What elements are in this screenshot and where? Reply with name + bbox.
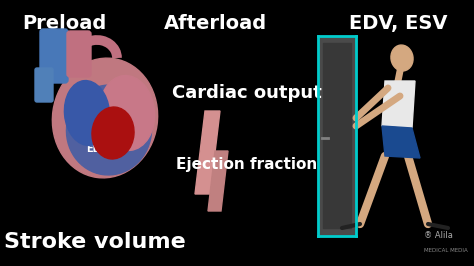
Ellipse shape: [64, 81, 109, 146]
Ellipse shape: [66, 85, 152, 175]
Text: ® Alila: ® Alila: [424, 231, 453, 240]
Polygon shape: [208, 151, 228, 211]
Text: Ejection fraction: Ejection fraction: [176, 157, 317, 172]
Polygon shape: [382, 126, 420, 158]
Text: MEDICAL MEDIA: MEDICAL MEDIA: [424, 248, 468, 252]
Text: EDV, ESV: EDV, ESV: [349, 14, 447, 34]
Polygon shape: [382, 81, 415, 128]
FancyBboxPatch shape: [35, 68, 53, 102]
Text: Afterload: Afterload: [164, 14, 267, 34]
Ellipse shape: [100, 76, 155, 151]
FancyBboxPatch shape: [40, 29, 68, 83]
FancyBboxPatch shape: [67, 31, 91, 77]
Ellipse shape: [391, 45, 413, 71]
Text: Preload: Preload: [22, 14, 106, 34]
Text: Stroke volume: Stroke volume: [4, 232, 186, 252]
FancyBboxPatch shape: [318, 36, 356, 236]
Text: EDV: EDV: [86, 144, 108, 154]
Polygon shape: [195, 111, 220, 194]
Text: Cardiac output: Cardiac output: [172, 84, 321, 102]
Ellipse shape: [52, 58, 158, 178]
Ellipse shape: [92, 107, 134, 159]
FancyBboxPatch shape: [323, 43, 351, 228]
